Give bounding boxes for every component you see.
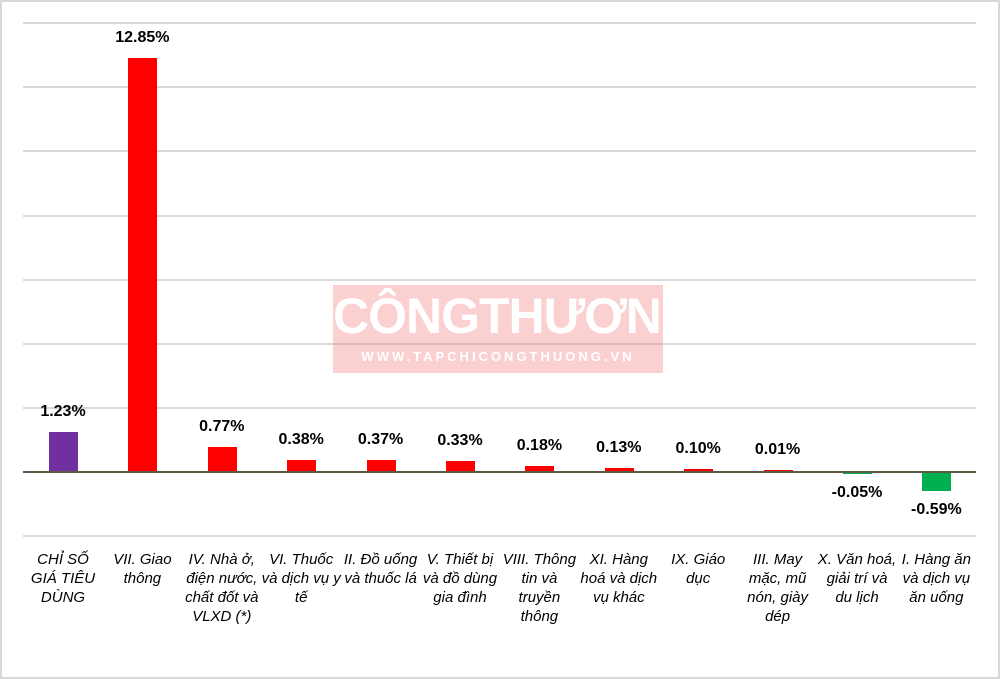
zero-axis [23, 471, 976, 473]
category-label: IV. Nhà ở, điện nước, chất đốt và VLXD (… [185, 551, 259, 625]
category-label: CHỈ SỐ GIÁ TIÊU DÙNG [30, 551, 96, 606]
gridline [23, 86, 976, 88]
value-label: -0.59% [911, 500, 962, 518]
category-label: II. Đồ uống và thuốc lá [343, 551, 418, 587]
gridline [23, 279, 976, 281]
category-label: XI. Hàng hoá và dịch vụ khác [580, 551, 658, 606]
value-label: 0.38% [278, 430, 324, 448]
bar [922, 472, 952, 491]
value-label: 0.01% [754, 441, 801, 458]
value-label: 0.18% [516, 437, 563, 455]
bar [207, 447, 237, 472]
gridline [23, 343, 976, 345]
bar [525, 466, 555, 472]
category-label: V. Thiết bị và đồ dùng gia đình [422, 551, 498, 606]
value-label: 0.10% [675, 439, 721, 457]
bar [366, 460, 396, 472]
category-label: VII. Giao thông [113, 551, 172, 587]
value-label: 0.37% [357, 431, 404, 449]
category-label: I. Hàng ăn và dịch vụ ăn uống [901, 551, 971, 606]
value-label: 12.85% [115, 29, 170, 47]
category-label: X. Văn hoá, giải trí và du lịch [817, 551, 897, 606]
bar [843, 472, 872, 474]
bar [128, 58, 158, 472]
value-label: 0.13% [596, 438, 642, 456]
category-label: VIII. Thông tin và truyền thông [502, 551, 577, 625]
bar [49, 432, 78, 472]
value-label: 0.77% [199, 418, 245, 436]
bar [446, 461, 475, 472]
watermark-url: WWW.TAPCHICONGTHUONG.VN [361, 349, 635, 364]
bar [287, 459, 317, 472]
watermark: CÔNGTHƯƠNG WWW.TAPCHICONGTHUONG.VN [333, 285, 700, 373]
gridline [23, 535, 976, 537]
category-label: IX. Giáo dục [671, 551, 726, 587]
category-label: III. May mặc, mũ nón, giày dép [747, 551, 809, 625]
gridline [23, 215, 976, 217]
gridline [23, 407, 976, 409]
value-label: 1.23% [40, 403, 86, 421]
watermark-title: CÔNGTHƯƠNG [333, 288, 700, 344]
gridline [23, 22, 976, 24]
bar [604, 467, 634, 472]
gridline [23, 150, 976, 152]
category-label: VI. Thuốc và dịch vụ y tế [261, 551, 341, 606]
value-label: 0.33% [437, 432, 483, 450]
value-label: -0.05% [831, 484, 883, 501]
bar [684, 468, 714, 472]
